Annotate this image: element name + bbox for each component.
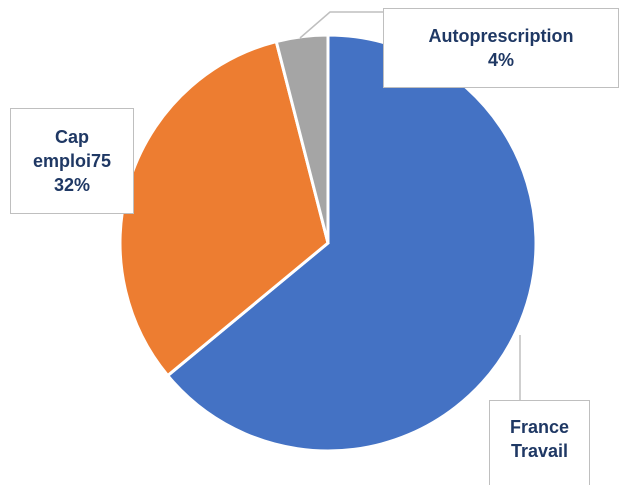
label-value: 32% xyxy=(53,175,91,195)
label-value: 4% xyxy=(487,50,514,70)
label-box: Autoprescription 4% xyxy=(383,8,619,88)
label-box: Cap emploi75 32% xyxy=(10,108,134,214)
slices xyxy=(118,33,538,453)
label-box: France Travail xyxy=(489,400,590,485)
leader-line xyxy=(299,11,383,39)
label-name: Cap emploi75 xyxy=(32,127,112,171)
label-name: Autoprescription xyxy=(428,26,574,46)
label-name: France Travail xyxy=(509,417,570,461)
